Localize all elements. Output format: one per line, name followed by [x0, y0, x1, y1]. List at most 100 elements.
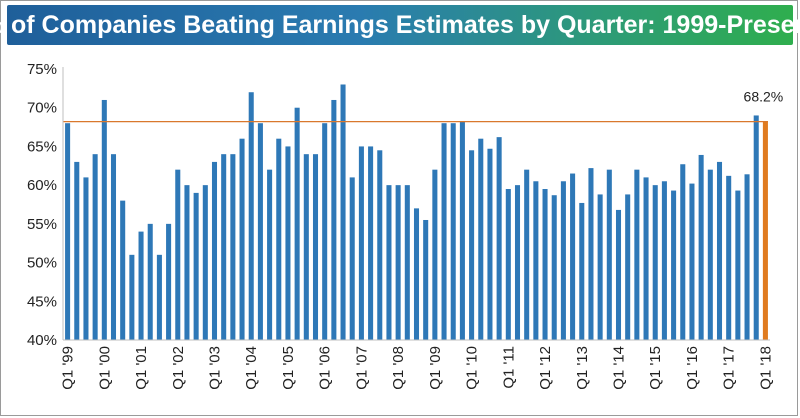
bar: [615, 209, 622, 340]
x-tick-label: Q1 '16: [684, 346, 701, 390]
x-tick-label: Q1 '06: [317, 346, 334, 390]
bar: [643, 177, 649, 340]
bar: [74, 161, 80, 340]
bar: [469, 150, 475, 340]
bar: [322, 123, 328, 340]
bar: [716, 161, 723, 340]
bar: [294, 107, 300, 341]
x-axis-ticks: Q1 '99 Q1 '00 Q1 '01 Q1 '02 Q1 '03 Q1 '04 Q1 '…: [60, 346, 775, 390]
bar: [661, 181, 667, 340]
y-tick-label: 65%: [27, 138, 57, 155]
highlight-bar: [762, 121, 768, 341]
x-tick-label: Q1 '14: [611, 346, 628, 390]
bar: [386, 185, 392, 340]
bar: [496, 137, 502, 340]
y-tick-label: 45%: [27, 293, 57, 310]
y-tick-label: 70%: [27, 100, 57, 117]
bar: [211, 161, 218, 340]
x-tick-label: Q1 '04: [243, 346, 260, 390]
x-tick-label: Q1 '13: [574, 346, 591, 390]
bar: [147, 223, 153, 340]
bar: [735, 190, 741, 340]
bar: [478, 138, 484, 340]
bar: [606, 169, 612, 340]
bar: [726, 175, 732, 340]
bar: [184, 185, 190, 340]
bar: [450, 123, 456, 340]
x-tick-label: Q1 '15: [647, 346, 664, 390]
y-tick-label: 55%: [27, 216, 57, 233]
bar: [441, 123, 447, 340]
bar: [680, 164, 686, 340]
bar: [753, 115, 759, 341]
bar: [92, 154, 98, 340]
bar: [349, 177, 355, 340]
bar: [331, 99, 337, 340]
bar: [202, 185, 208, 340]
bar: [303, 154, 309, 340]
y-tick-label: 60%: [27, 177, 57, 194]
x-tick-label: Q1 '18: [757, 346, 774, 390]
bar: [340, 84, 346, 341]
bar: [579, 202, 585, 340]
x-tick-label: Q1 '01: [133, 346, 150, 390]
bar: [597, 194, 603, 340]
bar: [239, 138, 245, 340]
bar: [524, 169, 530, 340]
title-bar: % of Companies Beating Earnings Estimate…: [0, 5, 800, 45]
x-tick-label: Q1 '17: [721, 346, 738, 390]
bar: [358, 146, 364, 340]
x-tick-label: Q1 '02: [170, 346, 187, 390]
x-tick-label: Q1 '03: [207, 346, 224, 390]
x-tick-label: Q1 '11: [500, 346, 517, 389]
bar: [744, 174, 750, 340]
chart-title: % of Companies Beating Earnings Estimate…: [0, 10, 800, 39]
bar: [120, 200, 126, 340]
bar: [267, 169, 273, 340]
bar: [634, 169, 640, 340]
bar: [221, 154, 227, 340]
bar: [432, 169, 438, 340]
bar: [423, 219, 429, 340]
bar: [248, 92, 254, 340]
bar-series: [65, 84, 768, 341]
bar: [698, 154, 704, 340]
bar: [551, 195, 557, 340]
bar: [570, 173, 576, 340]
bar: [65, 123, 71, 340]
last-value-annotation: 68.2%: [744, 89, 784, 105]
bar: [156, 254, 162, 340]
bar: [395, 185, 401, 340]
bar: [83, 177, 89, 340]
bar: [625, 194, 631, 340]
bar: [129, 254, 135, 340]
x-tick-label: Q1 '10: [464, 346, 481, 390]
x-tick-label: Q1 '08: [390, 346, 407, 390]
bar: [368, 146, 374, 340]
bar: [285, 146, 291, 340]
bar: [110, 154, 117, 340]
x-tick-label: Q1 '00: [96, 346, 113, 390]
bar: [166, 223, 172, 340]
bar: [193, 192, 199, 340]
bar: [230, 154, 236, 340]
x-tick-label: Q1 '07: [353, 346, 370, 390]
bar: [689, 183, 695, 340]
bar: [312, 154, 319, 340]
bar: [413, 208, 420, 340]
bar: [138, 231, 144, 340]
x-tick-label: Q1 '09: [427, 346, 444, 390]
bar: [588, 168, 594, 340]
bar: [542, 189, 548, 340]
bar: [101, 99, 107, 340]
y-tick-label: 40%: [27, 332, 57, 349]
bar: [707, 169, 713, 340]
bar: [459, 121, 465, 341]
bar: [487, 148, 493, 340]
bar: [671, 190, 677, 340]
bar: [377, 150, 383, 340]
y-tick-label: 75%: [27, 61, 57, 78]
bar: [652, 185, 658, 340]
x-tick-label: Q1 '05: [280, 346, 297, 390]
